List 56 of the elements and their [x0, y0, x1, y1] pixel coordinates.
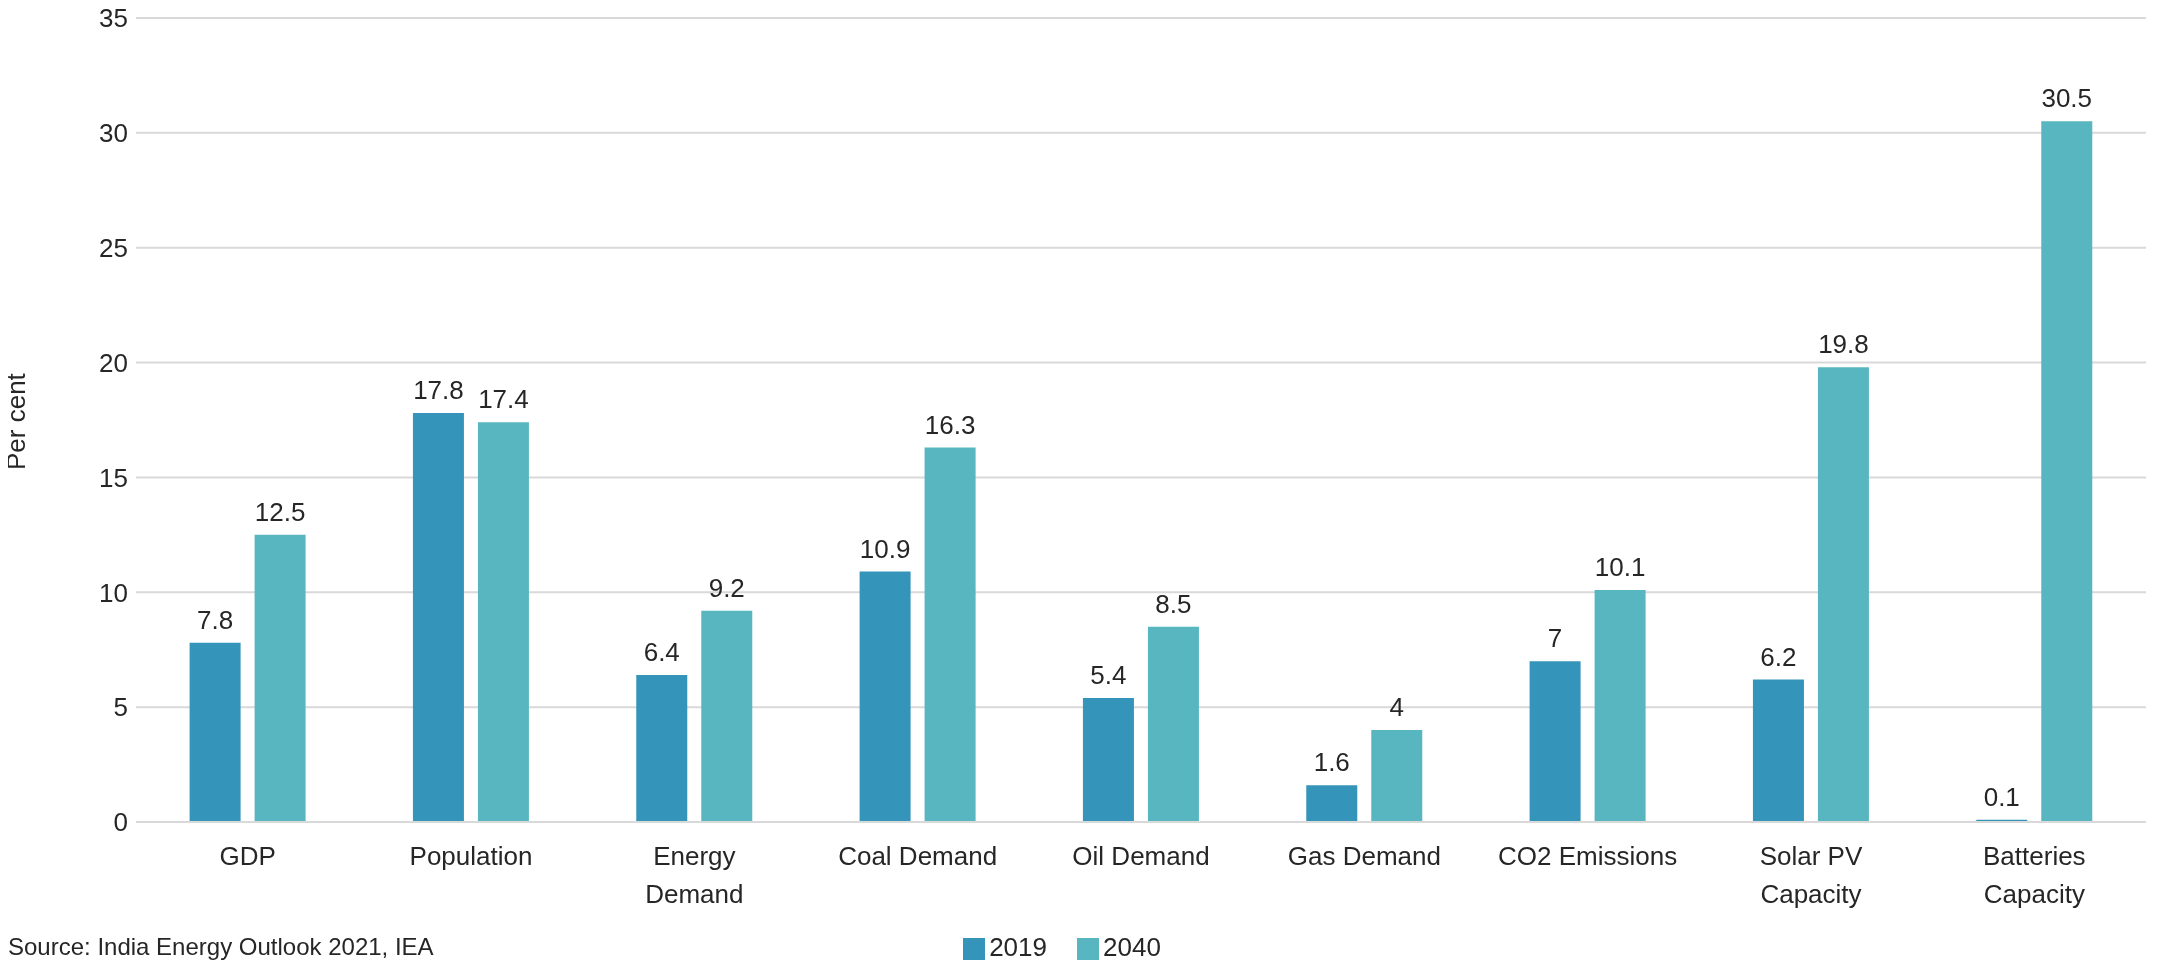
data-label: 5.4: [1090, 659, 1127, 690]
bar: [1306, 785, 1358, 822]
bar: [636, 674, 688, 822]
bar: [254, 534, 306, 822]
y-tick-label: 0: [113, 807, 128, 838]
bar: [701, 610, 753, 822]
y-tick-label: 30: [99, 118, 128, 149]
bar: [2041, 121, 2093, 822]
x-tick-label: Population: [409, 841, 533, 872]
y-tick-label: 5: [113, 692, 128, 723]
data-label: 1.6: [1313, 747, 1350, 778]
data-label: 6.2: [1760, 641, 1797, 672]
y-tick-label: 10: [99, 577, 128, 608]
y-tick-label: 20: [99, 347, 128, 378]
data-label: 17.8: [413, 375, 464, 406]
bar: [1752, 679, 1804, 822]
bar: [477, 422, 529, 822]
bar: [1529, 661, 1581, 822]
bar: [1147, 626, 1199, 822]
x-tick-label: Gas Demand: [1287, 841, 1441, 872]
bar: [1817, 367, 1869, 822]
legend-label: 2040: [1103, 932, 1161, 962]
data-label: 30.5: [2041, 83, 2093, 114]
data-label: 9.2: [708, 572, 745, 603]
data-label: 7.8: [197, 604, 234, 635]
data-label: 16.3: [924, 409, 976, 440]
bar: [859, 571, 911, 822]
x-tick-label: Oil Demand: [1072, 841, 1210, 872]
bar: [412, 413, 464, 822]
bar: [1594, 589, 1646, 822]
data-label: 4: [1389, 692, 1404, 723]
data-label: 19.8: [1818, 329, 1869, 360]
x-tick-label: Solar PV Capacity: [1759, 841, 1863, 910]
data-label: 10.1: [1594, 551, 1646, 582]
data-label: 6.4: [643, 636, 680, 667]
y-tick-label: 35: [99, 3, 128, 34]
bar: [1082, 697, 1134, 822]
legend-label: 2019: [989, 932, 1047, 962]
x-tick-label: Batteries Capacity: [1983, 841, 2086, 910]
data-label: 12.5: [254, 496, 306, 527]
source-note: Source: India Energy Outlook 2021, IEA: [8, 933, 434, 961]
data-label: 0.1: [1983, 781, 2020, 812]
x-tick-label: GDP: [219, 841, 276, 872]
y-axis-title: Per cent: [1, 372, 32, 470]
data-label: 8.5: [1155, 588, 1192, 619]
x-tick-label: Coal Demand: [838, 841, 998, 872]
y-tick-label: 25: [99, 232, 128, 263]
x-tick-label: CO2 Emissions: [1498, 841, 1678, 872]
bar: [1371, 730, 1423, 822]
bar: [189, 642, 241, 822]
x-tick-label: Energy Demand: [645, 841, 744, 910]
data-label: 17.4: [478, 384, 529, 415]
data-label: 7: [1547, 623, 1563, 654]
bar: [924, 447, 976, 822]
data-label: 10.9: [859, 533, 911, 564]
y-tick-label: 15: [99, 462, 128, 493]
